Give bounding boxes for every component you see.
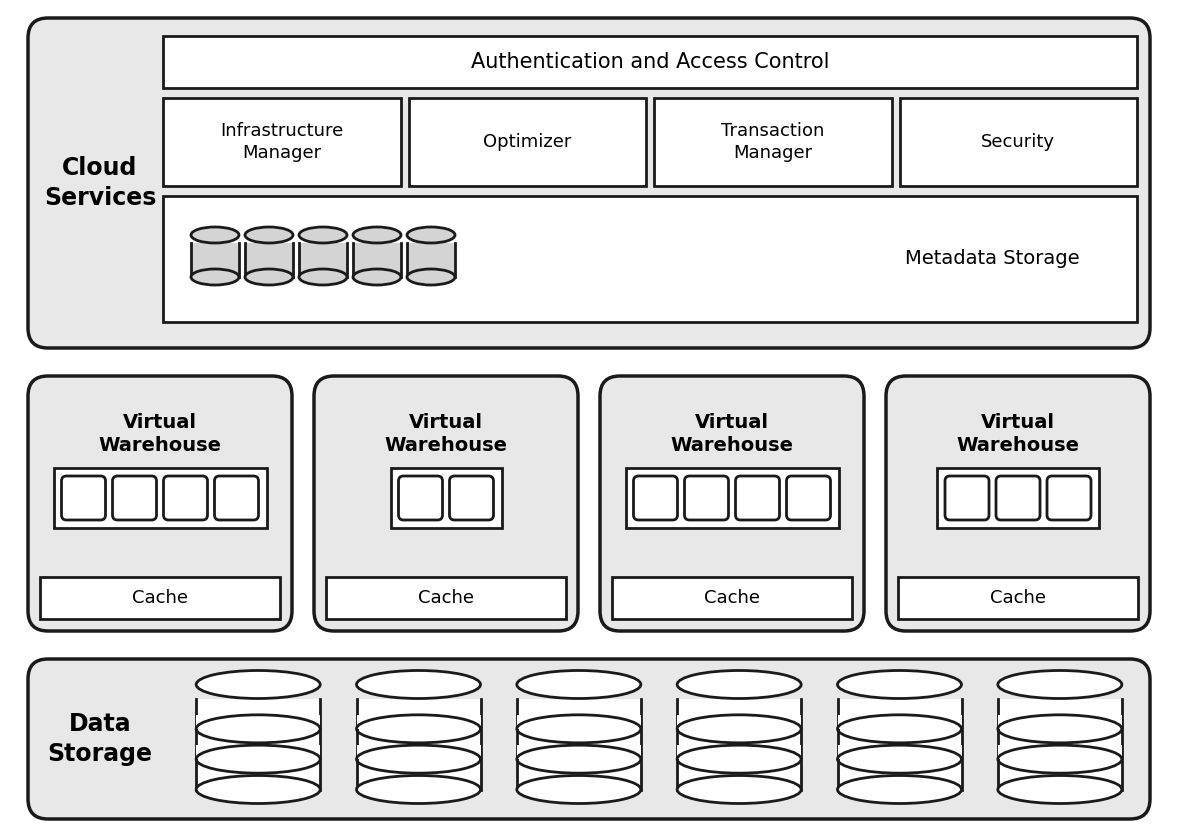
Text: Cache: Cache — [704, 589, 760, 607]
Text: Security: Security — [981, 133, 1055, 151]
Bar — [677, 745, 801, 759]
Ellipse shape — [299, 227, 348, 243]
Bar — [998, 699, 1121, 790]
FancyBboxPatch shape — [600, 376, 863, 631]
FancyBboxPatch shape — [214, 476, 258, 520]
Text: Virtual
Warehouse: Virtual Warehouse — [670, 413, 794, 455]
Text: Cache: Cache — [418, 589, 474, 607]
Ellipse shape — [197, 671, 320, 699]
FancyBboxPatch shape — [634, 476, 677, 520]
Bar — [517, 745, 641, 759]
Bar — [517, 699, 641, 790]
Ellipse shape — [357, 671, 481, 699]
FancyBboxPatch shape — [450, 476, 494, 520]
Bar — [299, 243, 348, 277]
Bar — [40, 577, 280, 619]
Bar — [838, 745, 961, 759]
Text: Cache: Cache — [132, 589, 188, 607]
Ellipse shape — [299, 269, 348, 285]
FancyBboxPatch shape — [1047, 476, 1091, 520]
Bar — [998, 715, 1121, 729]
FancyBboxPatch shape — [28, 18, 1150, 348]
Bar — [197, 715, 320, 729]
Bar — [245, 243, 293, 277]
Ellipse shape — [191, 227, 239, 243]
FancyBboxPatch shape — [315, 376, 578, 631]
Bar — [654, 98, 892, 186]
Bar — [898, 577, 1138, 619]
FancyBboxPatch shape — [61, 476, 106, 520]
Text: Cloud
Services: Cloud Services — [44, 156, 157, 210]
Bar — [677, 715, 801, 729]
FancyBboxPatch shape — [684, 476, 728, 520]
Bar — [357, 745, 481, 759]
Bar — [353, 243, 401, 277]
FancyBboxPatch shape — [735, 476, 780, 520]
Bar — [326, 577, 565, 619]
Text: Virtual
Warehouse: Virtual Warehouse — [99, 413, 221, 455]
Bar — [408, 243, 455, 277]
Ellipse shape — [677, 776, 801, 803]
Ellipse shape — [197, 776, 320, 803]
Text: Data
Storage: Data Storage — [47, 712, 152, 766]
Ellipse shape — [517, 671, 641, 699]
Bar — [517, 715, 641, 729]
Text: Authentication and Access Control: Authentication and Access Control — [471, 52, 829, 72]
Bar — [357, 699, 481, 790]
FancyBboxPatch shape — [113, 476, 157, 520]
Bar — [998, 745, 1121, 759]
Bar — [191, 243, 239, 277]
Bar — [409, 98, 646, 186]
Bar — [163, 98, 401, 186]
Ellipse shape — [245, 227, 293, 243]
Text: Infrastructure
Manager: Infrastructure Manager — [220, 122, 343, 162]
Ellipse shape — [353, 227, 401, 243]
Bar — [838, 699, 961, 790]
FancyBboxPatch shape — [398, 476, 443, 520]
Bar — [626, 468, 839, 528]
Bar — [937, 468, 1099, 528]
Text: Virtual
Warehouse: Virtual Warehouse — [957, 413, 1079, 455]
Ellipse shape — [998, 671, 1121, 699]
FancyBboxPatch shape — [28, 376, 292, 631]
Text: Transaction
Manager: Transaction Manager — [721, 122, 825, 162]
FancyBboxPatch shape — [997, 476, 1040, 520]
Bar — [900, 98, 1137, 186]
FancyBboxPatch shape — [28, 659, 1150, 819]
FancyBboxPatch shape — [164, 476, 207, 520]
Ellipse shape — [408, 227, 455, 243]
Ellipse shape — [245, 269, 293, 285]
Text: Cache: Cache — [990, 589, 1046, 607]
Bar — [838, 715, 961, 729]
FancyBboxPatch shape — [787, 476, 830, 520]
Text: Virtual
Warehouse: Virtual Warehouse — [384, 413, 508, 455]
Ellipse shape — [838, 776, 961, 803]
Bar — [53, 468, 266, 528]
Ellipse shape — [517, 776, 641, 803]
Ellipse shape — [838, 671, 961, 699]
Ellipse shape — [357, 776, 481, 803]
Bar — [163, 196, 1137, 322]
Ellipse shape — [353, 269, 401, 285]
Bar — [357, 715, 481, 729]
Bar — [390, 468, 502, 528]
Bar — [197, 745, 320, 759]
Ellipse shape — [677, 671, 801, 699]
Bar — [677, 699, 801, 790]
Text: Metadata Storage: Metadata Storage — [905, 249, 1079, 269]
Text: Optimizer: Optimizer — [483, 133, 571, 151]
Ellipse shape — [408, 269, 455, 285]
Bar — [163, 36, 1137, 88]
Ellipse shape — [191, 269, 239, 285]
Ellipse shape — [998, 776, 1121, 803]
Bar — [197, 699, 320, 790]
FancyBboxPatch shape — [886, 376, 1150, 631]
Bar — [613, 577, 852, 619]
FancyBboxPatch shape — [945, 476, 990, 520]
